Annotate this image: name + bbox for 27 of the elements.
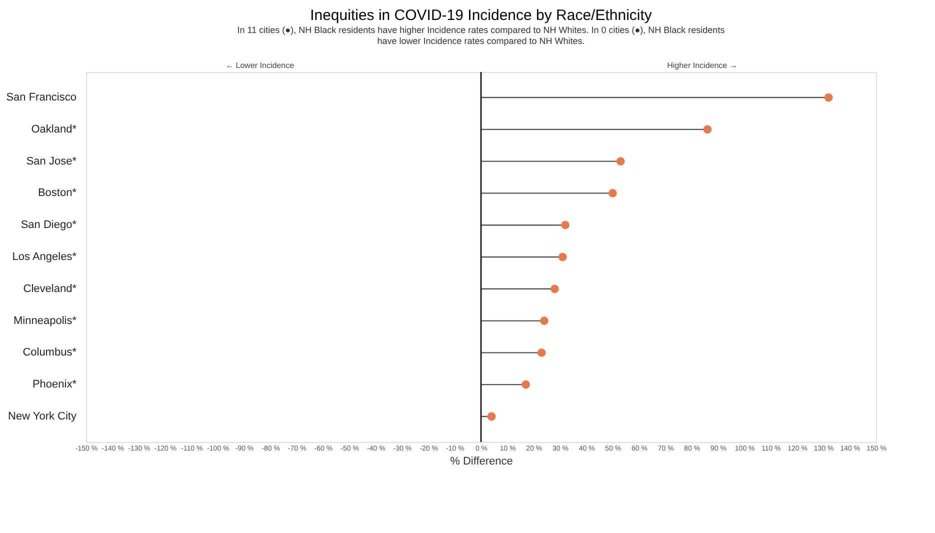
point [703,125,712,134]
y-tick-label: Phoenix* [32,378,78,391]
y-tick-label: Columbus* [22,346,78,359]
point [561,220,570,230]
point [540,316,548,325]
y-tick-label: Cleveland* [23,282,78,295]
point [537,348,546,357]
point [558,252,567,262]
point [487,412,496,421]
y-tick-label: Los Angeles* [12,251,78,263]
point [616,157,625,166]
y-tick-label: New York City [8,410,77,422]
chart-subtitle: In 11 cities (●), NH Black residents have higher Incidence rates compared to NH Whites. In 0 cities (●), NH Black residents have lower Incidence rates compared to NH Whites. [237,25,726,46]
y-tick-label: Oakland* [31,123,78,136]
text: Higher Incidence → [667,61,738,70]
point [824,93,833,102]
point [608,189,617,198]
y-tick-label: San Jose* [26,155,78,168]
x-axis-title: % Difference [450,456,513,468]
y-tick-label: San Francisco [6,92,76,104]
y-tick-label: San Diego* [20,219,78,232]
text: ← Lower Incidence [226,61,295,70]
y-tick-label: Boston* [38,187,78,200]
chart-title: Inequities in COVID-19 Incidence by Race/Ethnicity [310,7,652,24]
point [522,380,530,389]
y-tick-label: Minneapolis* [14,314,78,327]
point [550,284,559,294]
